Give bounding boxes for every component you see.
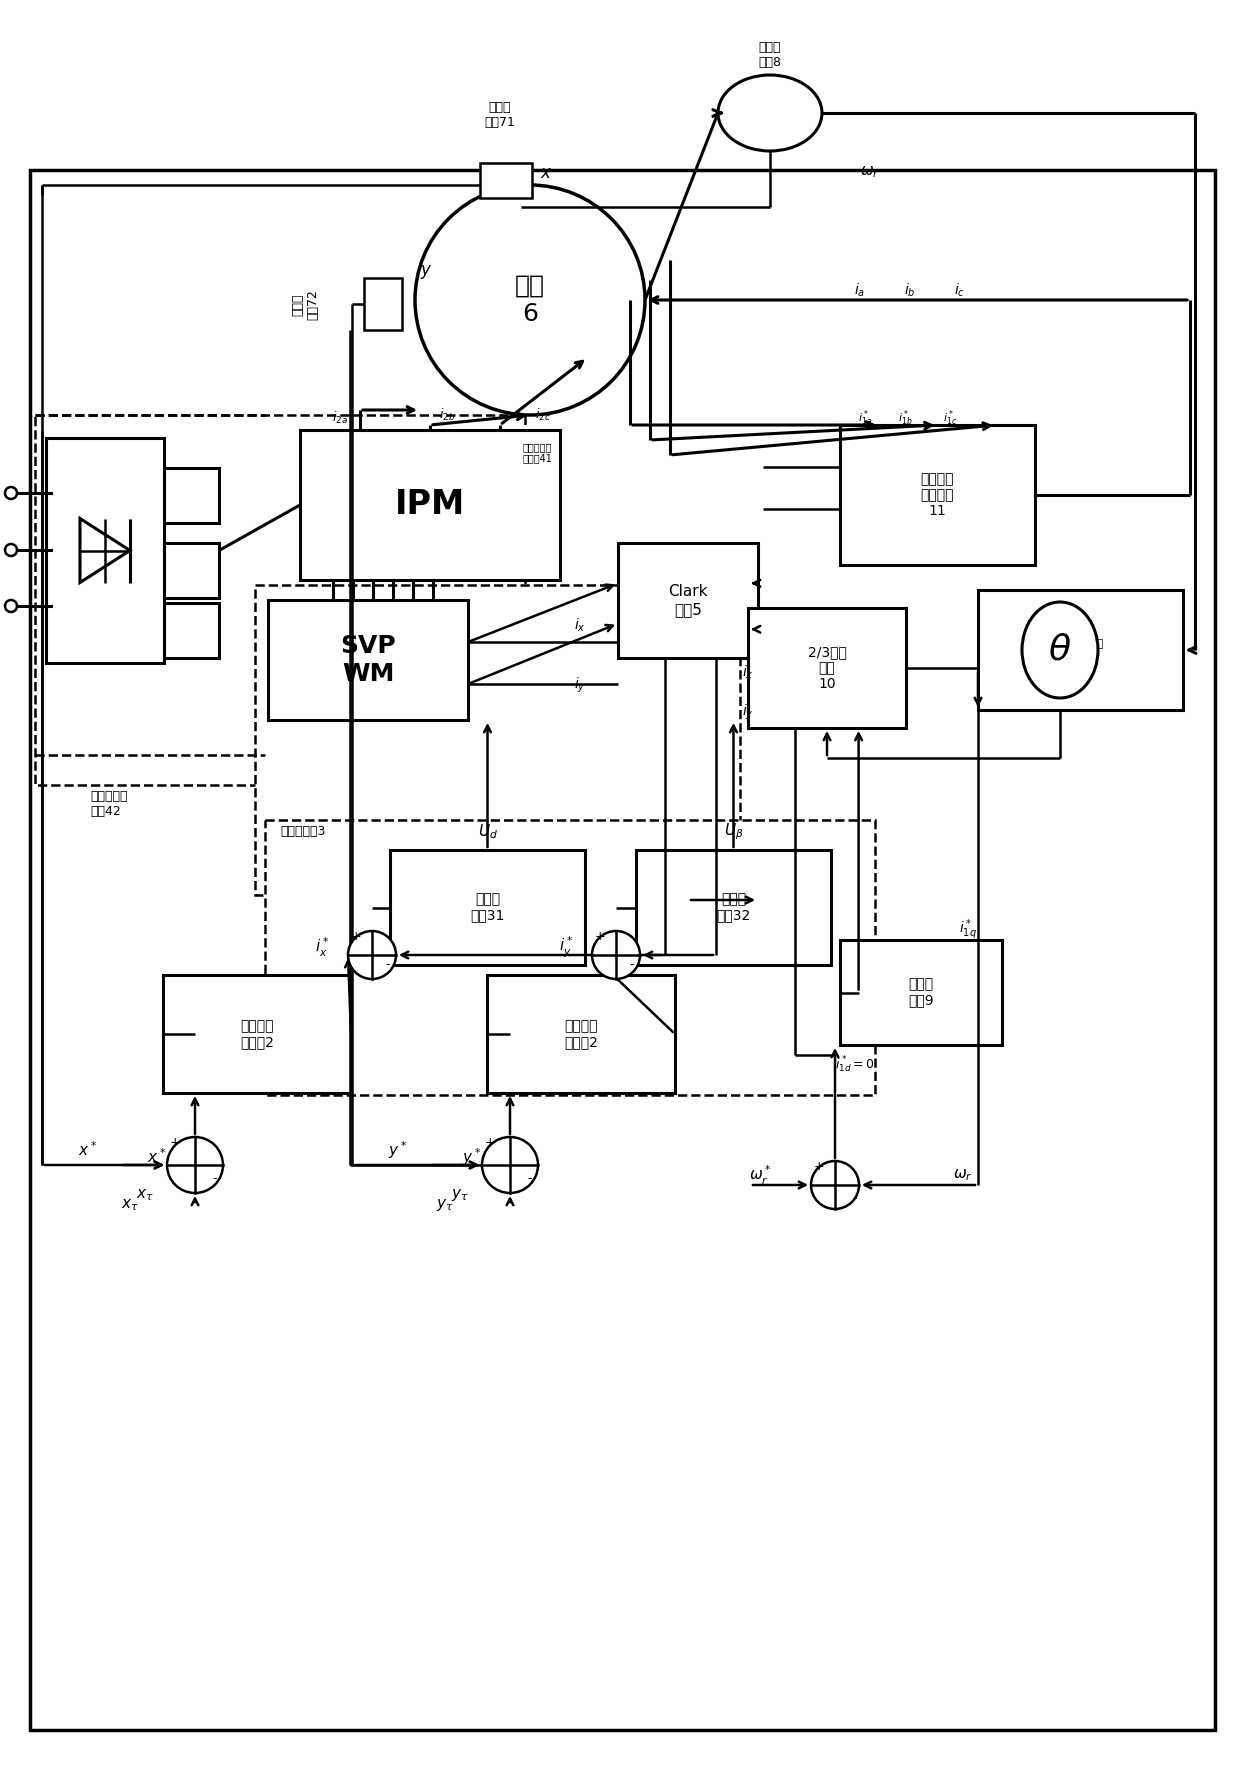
Text: 位移传
感器72: 位移传 感器72 [291, 289, 319, 320]
Bar [636, 850, 831, 964]
Text: +: + [485, 1136, 495, 1150]
Circle shape [811, 1161, 859, 1209]
Text: 速度与角度计算
12: 速度与角度计算 12 [1058, 639, 1104, 661]
Text: 电流控制器3: 电流控制器3 [280, 825, 325, 838]
Bar [164, 468, 219, 523]
Bar [487, 975, 675, 1093]
Text: $y_\tau$: $y_\tau$ [451, 1188, 469, 1204]
Text: $\omega_r$: $\omega_r$ [954, 1166, 973, 1182]
Text: $i_y$: $i_y$ [574, 675, 585, 695]
Bar [164, 604, 219, 657]
Text: $i_x$: $i_x$ [743, 663, 754, 680]
Text: 电流跟踪
型逆变器
11: 电流跟踪 型逆变器 11 [921, 472, 955, 518]
Text: $i_{1b}^*$: $i_{1b}^*$ [898, 409, 913, 429]
Text: 压控电压源
逆变器41: 压控电压源 逆变器41 [522, 441, 552, 464]
Text: 光电编
码器8: 光电编 码器8 [759, 41, 781, 70]
Text: Clark
变换5: Clark 变换5 [668, 584, 708, 616]
Text: -: - [213, 1172, 217, 1186]
Text: $i_{1d}^*=0$: $i_{1d}^*=0$ [835, 1056, 874, 1075]
Text: +: + [595, 931, 605, 943]
Text: -: - [386, 959, 391, 972]
Text: +: + [170, 1136, 180, 1150]
Circle shape [591, 931, 640, 979]
Bar [839, 939, 1002, 1045]
Text: 电流调
节器32: 电流调 节器32 [717, 893, 750, 923]
Ellipse shape [1022, 602, 1097, 698]
Text: $x_\tau$: $x_\tau$ [122, 1197, 139, 1213]
Text: 观测及补
偿算法2: 观测及补 偿算法2 [241, 1018, 274, 1048]
Text: x: x [541, 164, 549, 182]
Text: 位移传
感器71: 位移传 感器71 [485, 102, 516, 129]
Text: $i_{2a}$: $i_{2a}$ [332, 411, 348, 427]
Text: $\omega_r^*$: $\omega_r^*$ [749, 1163, 771, 1186]
Text: 2/3旋转
变换
10: 2/3旋转 变换 10 [807, 645, 847, 691]
Text: $i_{1c}^*$: $i_{1c}^*$ [942, 409, 957, 429]
Text: -: - [630, 959, 634, 972]
Bar [46, 438, 164, 663]
Text: $i_b$: $i_b$ [904, 282, 916, 298]
Circle shape [167, 1138, 223, 1193]
Circle shape [5, 488, 17, 498]
Circle shape [5, 545, 17, 555]
Text: $\omega_r$: $\omega_r$ [861, 164, 880, 180]
Text: $x^*$: $x^*$ [78, 1141, 98, 1159]
Circle shape [415, 186, 645, 414]
Text: IPM: IPM [394, 489, 465, 522]
Bar [268, 600, 467, 720]
Text: 观测及补
偿算法2: 观测及补 偿算法2 [564, 1018, 598, 1048]
Text: 电流调
节器31: 电流调 节器31 [470, 893, 505, 923]
Text: $i_{1q}^*$: $i_{1q}^*$ [959, 918, 977, 943]
Text: $i_x^*$: $i_x^*$ [315, 936, 330, 959]
Bar [839, 425, 1035, 564]
Text: $i_{2c}$: $i_{2c}$ [536, 407, 551, 423]
Bar [162, 975, 351, 1093]
Text: 扩展压控逆
变器42: 扩展压控逆 变器42 [91, 789, 128, 818]
Text: +: + [813, 1161, 825, 1173]
Bar [30, 170, 1215, 1731]
Text: $i_{1a}^*$: $i_{1a}^*$ [858, 409, 872, 429]
Text: 转速调
节器9: 转速调 节器9 [908, 977, 934, 1007]
Text: $i_a$: $i_a$ [854, 282, 866, 298]
Text: +: + [351, 931, 361, 943]
Bar [618, 543, 758, 657]
Bar [365, 279, 402, 330]
Text: $x_\tau$: $x_\tau$ [136, 1188, 154, 1202]
Text: $y_\tau$: $y_\tau$ [436, 1197, 454, 1213]
Circle shape [482, 1138, 538, 1193]
Bar [748, 607, 906, 729]
Text: -: - [853, 1193, 857, 1206]
Bar [391, 850, 585, 964]
Ellipse shape [718, 75, 822, 152]
Bar [978, 589, 1183, 711]
Text: SVP
WM: SVP WM [340, 634, 396, 686]
Text: $U_\beta$: $U_\beta$ [724, 822, 743, 843]
Text: $i_{2b}$: $i_{2b}$ [439, 407, 455, 423]
Bar [300, 430, 560, 580]
Bar [480, 163, 532, 198]
Bar [164, 543, 219, 598]
Text: $i_c$: $i_c$ [955, 282, 966, 298]
Bar [35, 414, 525, 786]
Bar [255, 586, 740, 895]
Text: 电机
6: 电机 6 [515, 273, 546, 325]
Text: $i_y^*$: $i_y^*$ [559, 934, 573, 959]
Text: $i_x$: $i_x$ [574, 616, 585, 634]
Text: $i_y$: $i_y$ [742, 702, 754, 722]
Text: $x^*$: $x^*$ [148, 1148, 166, 1166]
Circle shape [5, 600, 17, 613]
Circle shape [348, 931, 396, 979]
Bar [265, 820, 875, 1095]
Text: $y^*$: $y^*$ [463, 1147, 481, 1168]
Text: $\theta$: $\theta$ [1048, 632, 1071, 666]
Text: $U_d$: $U_d$ [477, 823, 497, 841]
Text: $y^*$: $y^*$ [388, 1139, 408, 1161]
Text: -: - [528, 1172, 532, 1186]
Text: y: y [420, 261, 430, 279]
